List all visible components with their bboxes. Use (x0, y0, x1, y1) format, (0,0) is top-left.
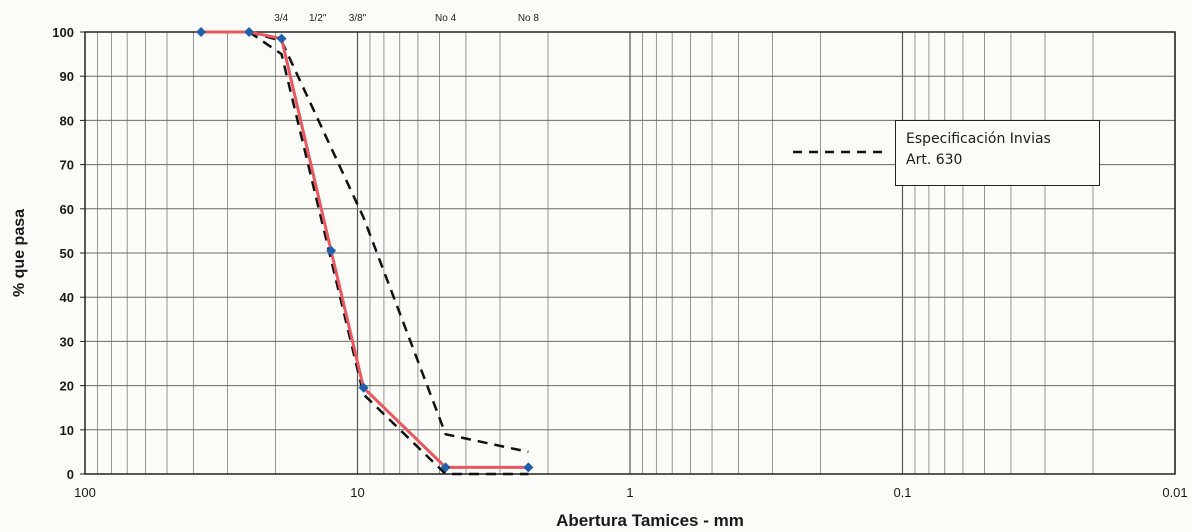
series-layer (196, 27, 534, 476)
y-tick-label: 0 (67, 467, 74, 482)
sieve-label: 1/2" (309, 13, 327, 24)
sieve-label: 3/8" (349, 13, 367, 24)
y-tick-label: 70 (60, 158, 74, 173)
x-tick-label: 100 (74, 485, 96, 500)
gradation-curve-line (201, 30, 529, 469)
y-tick-label: 30 (60, 334, 74, 349)
legend-text-line-1: Especificación Invias (906, 131, 1051, 147)
specification-limit-line-lower (248, 30, 529, 476)
sieve-label: No 4 (435, 13, 457, 24)
x-tick-label: 0.1 (893, 485, 911, 500)
sieve-label: No 8 (518, 13, 540, 24)
x-tick-label: 10 (350, 485, 364, 500)
specification-limit-line-upper (248, 30, 529, 454)
y-tick-label: 100 (52, 25, 74, 40)
x-tick-label: 1 (626, 485, 633, 500)
data-point-marker (196, 27, 207, 37)
grid (85, 31, 1176, 475)
legend-text-line-2: Art. 630 (906, 152, 963, 168)
y-tick-label: 60 (60, 202, 74, 217)
y-tick-label: 20 (60, 379, 74, 394)
data-point-marker (440, 462, 451, 473)
y-tick-label: 40 (60, 290, 74, 305)
data-point-marker (276, 33, 287, 44)
data-point-marker (244, 27, 255, 37)
y-tick-label: 50 (60, 246, 74, 261)
labels-layer: 3/4 1/2" 3/8" No 4 No 8 Abertura Tamices - mm… (11, 13, 744, 530)
sieve-label: 3/4 (274, 13, 288, 24)
axes: 0 10 20 30 40 50 60 70 80 90 100 100 10 1 0.1 0.01 (52, 25, 1187, 500)
x-tick-label: 0.01 (1162, 485, 1187, 500)
y-axis-title: % que pasa (11, 209, 28, 297)
data-point-marker (358, 382, 369, 393)
x-axis-title: Abertura Tamices - mm (556, 511, 744, 530)
data-point-marker (523, 462, 534, 473)
y-tick-label: 80 (60, 113, 74, 128)
y-tick-label: 10 (60, 423, 74, 438)
data-point-marker (326, 245, 337, 256)
legend: Especificación Invias Art. 630 (895, 120, 1100, 186)
y-tick-label: 90 (60, 69, 74, 84)
